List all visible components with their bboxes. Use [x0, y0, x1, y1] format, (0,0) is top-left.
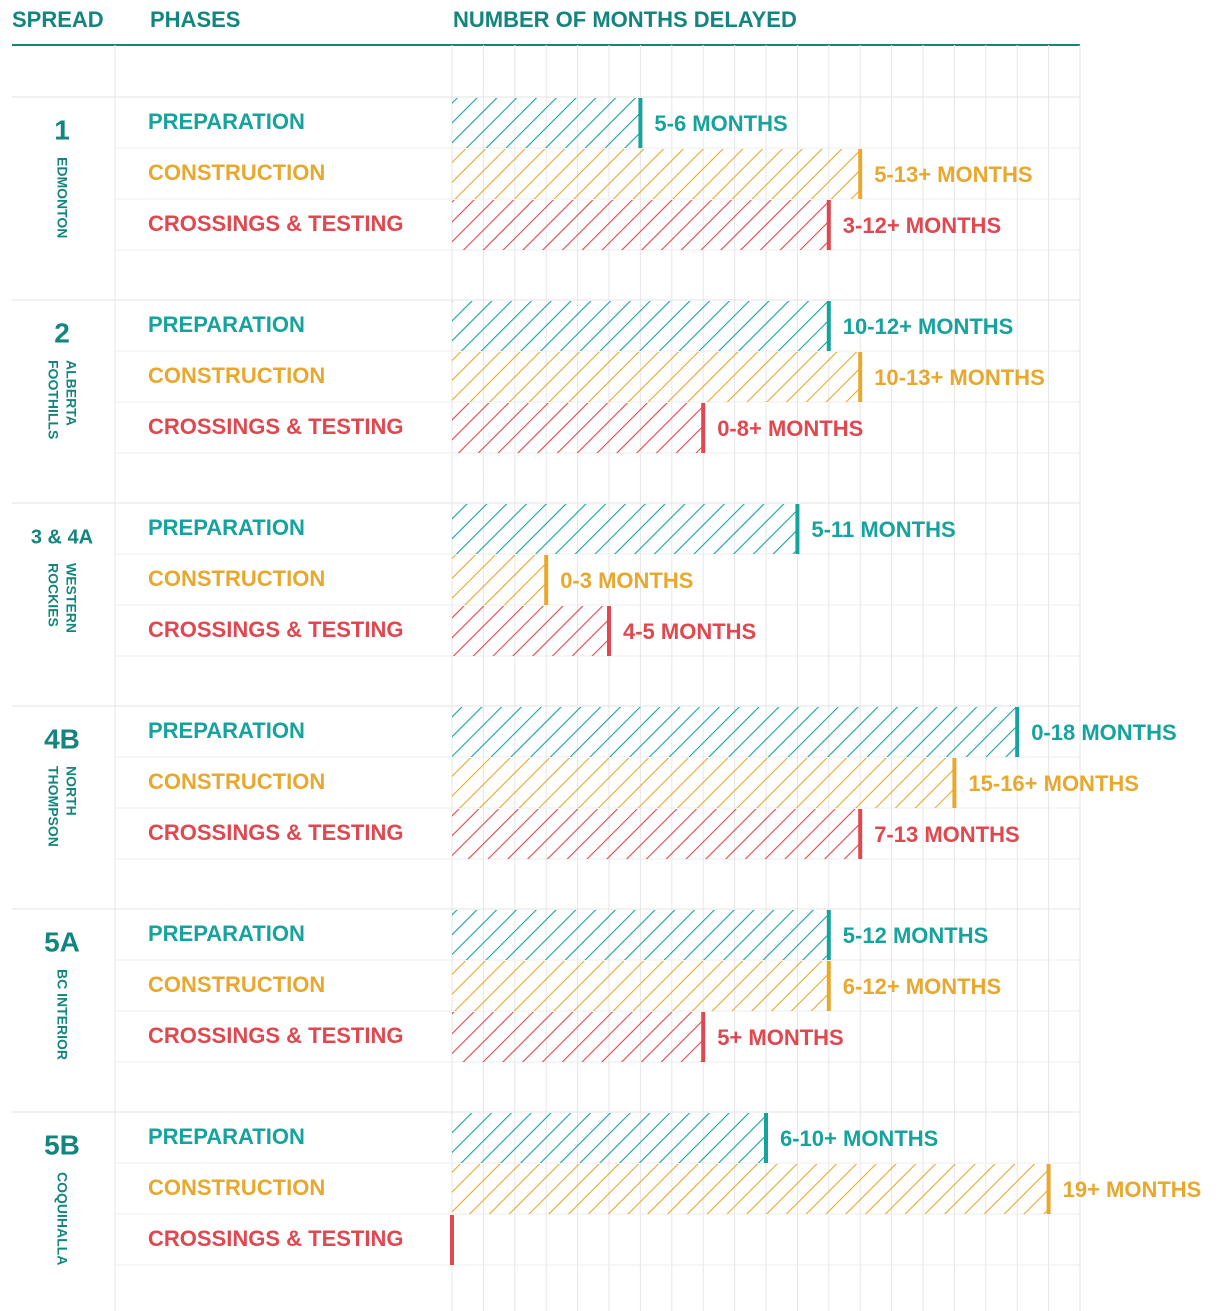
spread-label: 1	[54, 114, 70, 145]
header: PHASES	[150, 7, 240, 32]
phase-label: CONSTRUCTION	[148, 972, 325, 997]
phase-label: CROSSINGS & TESTING	[148, 414, 403, 439]
phase-label: CROSSINGS & TESTING	[148, 820, 403, 845]
bar	[452, 606, 609, 656]
region-label: WESTERN	[63, 563, 79, 633]
value-label: 5-11 MONTHS	[811, 517, 955, 542]
spread-label: 5B	[44, 1129, 80, 1160]
phase-label: PREPARATION	[148, 312, 305, 337]
spread-label: 5A	[44, 926, 80, 957]
phase-label: CROSSINGS & TESTING	[148, 1226, 403, 1251]
value-label: 10-13+ MONTHS	[874, 365, 1045, 390]
bar	[452, 1012, 704, 1062]
value-label: 10-12+ MONTHS	[843, 314, 1014, 339]
bar	[452, 301, 829, 351]
bar	[452, 758, 955, 808]
region-label: ROCKIES	[45, 563, 61, 627]
value-label: 5-13+ MONTHS	[874, 162, 1032, 187]
phase-label: PREPARATION	[148, 515, 305, 540]
value-label: 6-10+ MONTHS	[780, 1126, 938, 1151]
phase-label: CONSTRUCTION	[148, 160, 325, 185]
bar	[452, 403, 704, 453]
value-label: 15-16+ MONTHS	[968, 771, 1139, 796]
phase-label: CONSTRUCTION	[148, 1175, 325, 1200]
value-label: 0-18 MONTHS	[1031, 720, 1176, 745]
phase-label: CONSTRUCTION	[148, 363, 325, 388]
phase-label: CROSSINGS & TESTING	[148, 211, 403, 236]
phase-label: PREPARATION	[148, 1124, 305, 1149]
bar	[452, 961, 829, 1011]
value-label: 3-12+ MONTHS	[843, 213, 1001, 238]
phase-label: CONSTRUCTION	[148, 769, 325, 794]
bar	[452, 809, 861, 859]
bar	[452, 1164, 1049, 1214]
region-label: FOOTHILLS	[45, 360, 61, 439]
header: SPREAD	[12, 7, 104, 32]
value-label: 5-6 MONTHS	[654, 111, 787, 136]
bar	[452, 504, 798, 554]
value-label: 5-12 MONTHS	[843, 923, 988, 948]
value-label: 0-8+ MONTHS	[717, 416, 863, 441]
bar	[452, 555, 547, 605]
value-label: 7-13 MONTHS	[874, 822, 1019, 847]
bar	[452, 200, 829, 250]
region-label: THOMPSON	[45, 766, 61, 847]
value-label: 6-12+ MONTHS	[843, 974, 1001, 999]
region-label: COQUIHALLA	[54, 1172, 70, 1265]
spread-label: 3 & 4A	[31, 526, 93, 548]
value-label: 4-5 MONTHS	[623, 619, 756, 644]
spread-label: 4B	[44, 723, 80, 754]
region-label: ALBERTA	[63, 360, 79, 426]
value-label: 5+ MONTHS	[717, 1025, 844, 1050]
bar	[452, 352, 861, 402]
bar	[452, 149, 861, 199]
phase-label: CROSSINGS & TESTING	[148, 1023, 403, 1048]
region-label: BC INTERIOR	[54, 969, 70, 1060]
bar	[452, 910, 829, 960]
bar	[452, 98, 641, 148]
phase-label: PREPARATION	[148, 718, 305, 743]
phase-label: CONSTRUCTION	[148, 566, 325, 591]
region-label: EDMONTON	[54, 157, 70, 238]
header: NUMBER OF MONTHS DELAYED	[453, 7, 797, 32]
phase-label: PREPARATION	[148, 921, 305, 946]
phase-label: CROSSINGS & TESTING	[148, 617, 403, 642]
value-label: 19+ MONTHS	[1063, 1177, 1202, 1202]
region-label: NORTH	[63, 766, 79, 816]
bar	[452, 707, 1018, 757]
spread-label: 2	[54, 317, 70, 348]
phase-label: PREPARATION	[148, 109, 305, 134]
value-label: 0-3 MONTHS	[560, 568, 693, 593]
bar	[452, 1113, 766, 1163]
